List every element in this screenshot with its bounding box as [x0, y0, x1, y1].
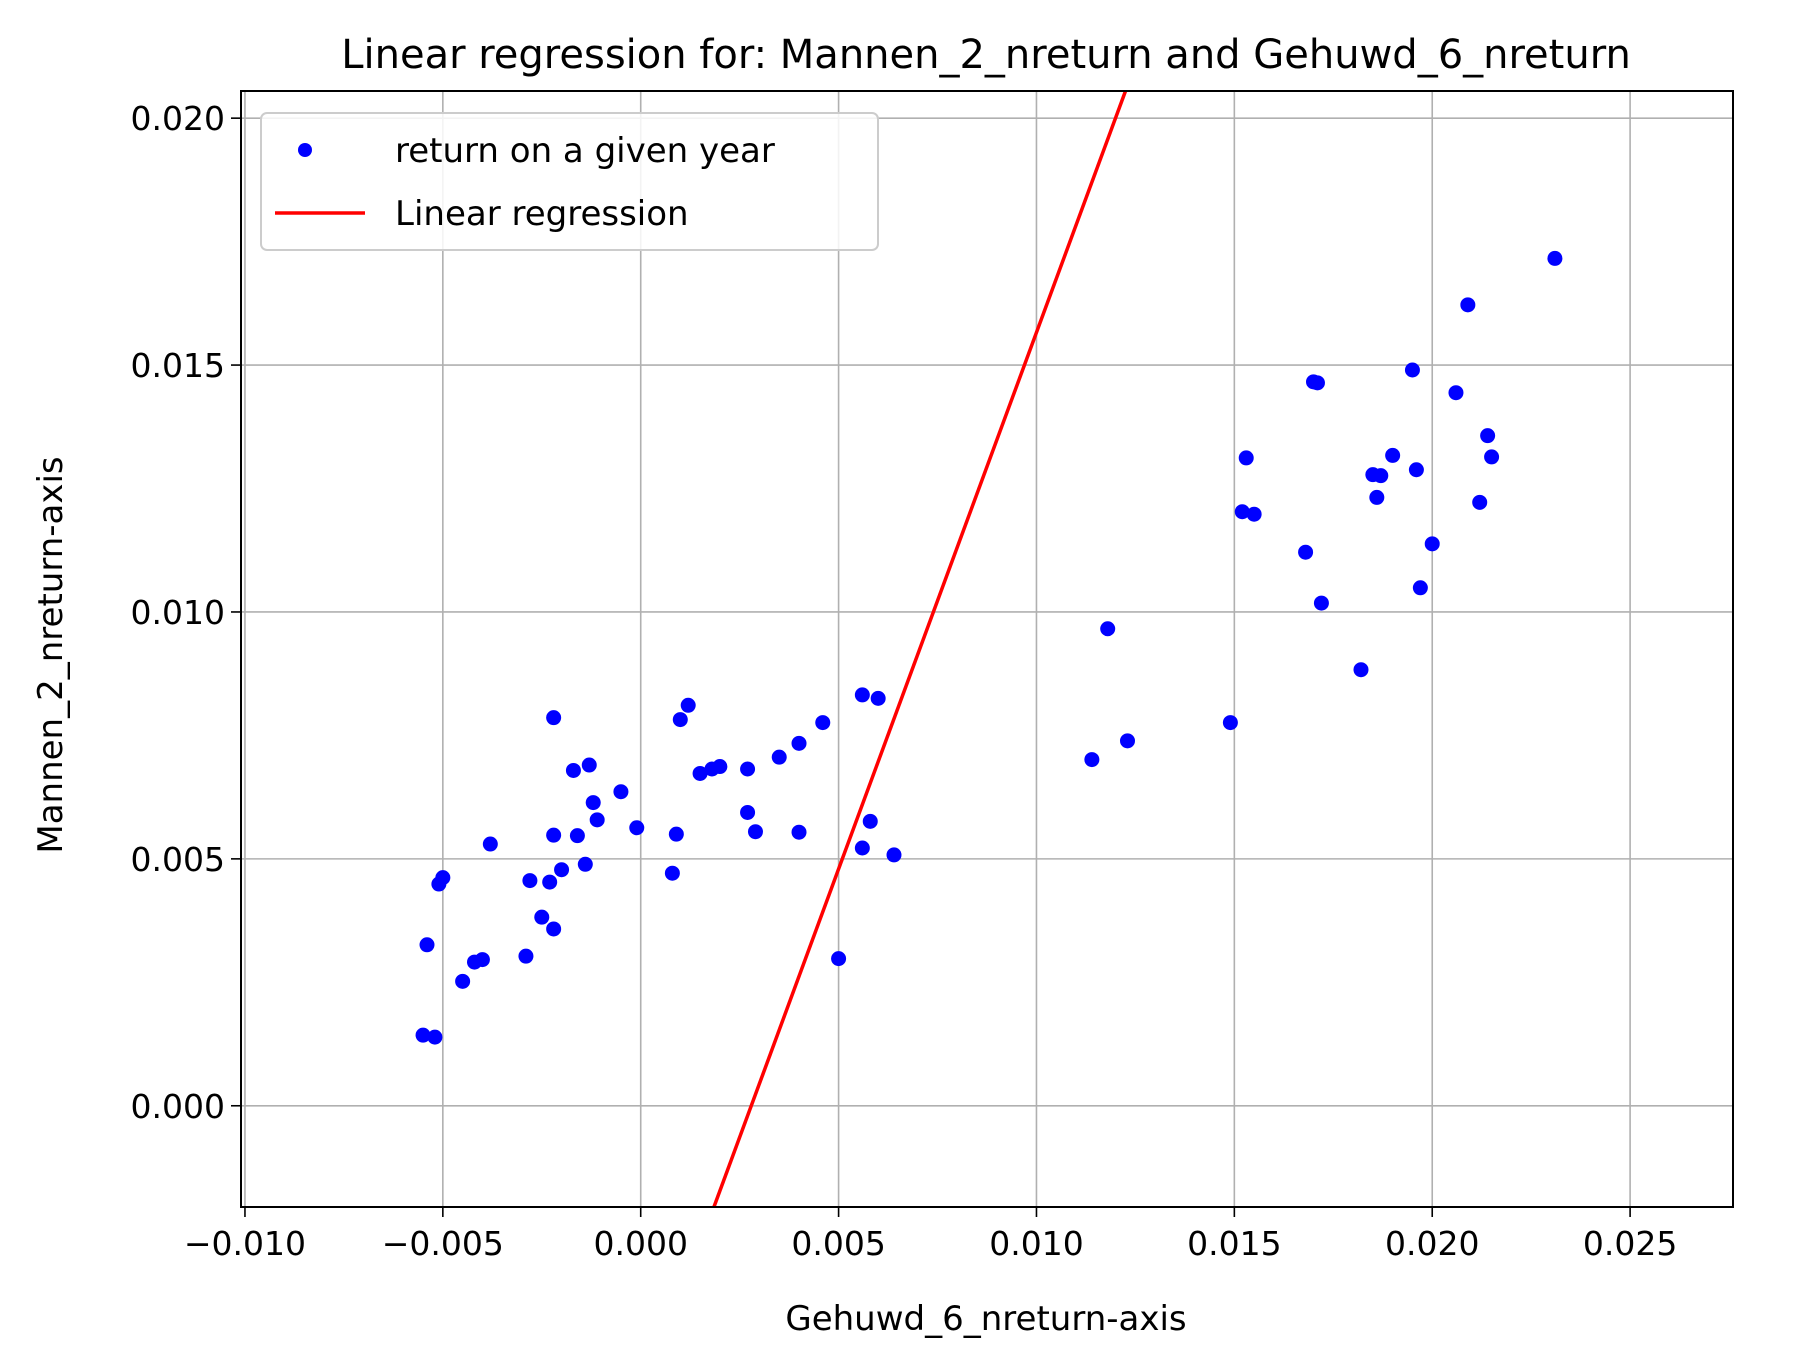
y-axis-label: Mannen_2_nreturn-axis: [31, 456, 71, 853]
scatter-point: [712, 759, 728, 775]
scatter-point: [854, 687, 870, 703]
scatter-point: [581, 757, 597, 773]
scatter-point: [1408, 462, 1424, 478]
scatter-point: [522, 873, 538, 889]
scatter-point: [435, 870, 451, 886]
scatter-point: [791, 735, 807, 751]
x-tick-label: −0.010: [184, 1224, 306, 1263]
scatter-point: [1246, 506, 1262, 522]
scatter-point: [1385, 447, 1401, 463]
scatter-point: [672, 712, 688, 728]
scatter-point: [415, 1027, 431, 1043]
x-tick-label: 0.025: [1583, 1224, 1677, 1263]
scatter-point: [1424, 536, 1440, 552]
scatter-point: [589, 812, 605, 828]
x-tick-label: −0.005: [382, 1224, 504, 1263]
legend-line-label: Linear regression: [395, 194, 689, 234]
scatter-point: [546, 827, 562, 843]
scatter-point: [1313, 595, 1329, 611]
scatter-point: [1119, 733, 1135, 749]
legend-scatter-marker: [298, 143, 312, 157]
legend-scatter-label: return on a given year: [395, 131, 775, 171]
scatter-point: [565, 762, 581, 778]
scatter-point: [1222, 715, 1238, 731]
scatter-point: [664, 865, 680, 881]
scatter-point: [1480, 428, 1496, 444]
scatter-point: [474, 952, 490, 968]
scatter-point: [1100, 621, 1116, 637]
scatter-point: [1298, 544, 1314, 560]
scatter-point: [1373, 468, 1389, 484]
scatter-point: [613, 784, 629, 800]
plot-area: −0.010 −0.005 0.000 0.005 0.010 0.015 0.020 0.0…: [131, 90, 1734, 1263]
legend-box: [260, 112, 879, 251]
x-tick-label: 0.005: [791, 1224, 885, 1263]
regression-layer: [712, 90, 1128, 1208]
scatter-point: [747, 824, 763, 840]
scatter-point: [740, 761, 756, 777]
y-tick-label: 0.005: [131, 840, 225, 879]
y-tick-label: 0.010: [131, 593, 225, 632]
scatter-point: [554, 862, 570, 878]
scatter-point: [791, 824, 807, 840]
scatter-point: [546, 921, 562, 937]
x-tick-label: 0.015: [1187, 1224, 1281, 1263]
scatter-point: [854, 840, 870, 856]
scatter-point: [419, 937, 435, 953]
scatter-point: [518, 948, 534, 964]
scatter-point: [862, 813, 878, 829]
x-axis: −0.010 −0.005 0.000 0.005 0.010 0.015 0.020 0.0…: [184, 1207, 1677, 1263]
scatter-point: [577, 856, 593, 872]
scatter-point: [455, 973, 471, 989]
scatter-point: [1309, 375, 1325, 391]
scatter-point: [740, 804, 756, 820]
scatter-point: [680, 697, 696, 713]
scatter-point: [1084, 752, 1100, 768]
scatter-layer: [415, 250, 1563, 1045]
regression-line: [712, 90, 1128, 1208]
scatter-point: [1448, 385, 1464, 401]
scatter-point: [427, 1029, 443, 1045]
scatter-point: [886, 847, 902, 863]
plot-frame: [240, 90, 1734, 1208]
scatter-point: [1404, 362, 1420, 378]
scatter-point: [692, 765, 708, 781]
scatter-point: [1353, 662, 1369, 678]
scatter-point: [534, 909, 550, 925]
y-axis: 0.000 0.005 0.010 0.015 0.020: [131, 99, 241, 1126]
scatter-point: [815, 715, 831, 731]
scatter-point: [542, 874, 558, 890]
legend: return on a given year Linear regression: [260, 112, 879, 251]
chart-title: Linear regression for: Mannen_2_nreturn …: [341, 32, 1631, 78]
x-tick-label: 0.010: [989, 1224, 1083, 1263]
scatter-point: [482, 836, 498, 852]
scatter-point: [1484, 449, 1500, 465]
x-tick-label: 0.020: [1385, 1224, 1479, 1263]
scatter-point: [1238, 450, 1254, 466]
scatter-point: [870, 690, 886, 706]
scatter-point: [668, 826, 684, 842]
scatter-point: [569, 828, 585, 844]
scatter-point: [1369, 489, 1385, 505]
scatter-point: [831, 951, 847, 967]
x-axis-label: Gehuwd_6_nreturn-axis: [785, 1299, 1186, 1339]
x-tick-label: 0.000: [593, 1224, 687, 1263]
y-tick-label: 0.020: [131, 99, 225, 138]
scatter-point: [1472, 494, 1488, 510]
scatter-point: [1460, 297, 1476, 313]
scatter-point: [1234, 504, 1250, 520]
scatter-point: [629, 820, 645, 836]
scatter-point: [546, 710, 562, 726]
scatter-point: [771, 749, 787, 765]
y-tick-label: 0.015: [131, 346, 225, 385]
scatter-point: [1412, 580, 1428, 596]
scatter-point: [1547, 250, 1563, 266]
y-tick-label: 0.000: [131, 1087, 225, 1126]
scatter-point: [585, 795, 601, 811]
grid: [241, 91, 1733, 1207]
